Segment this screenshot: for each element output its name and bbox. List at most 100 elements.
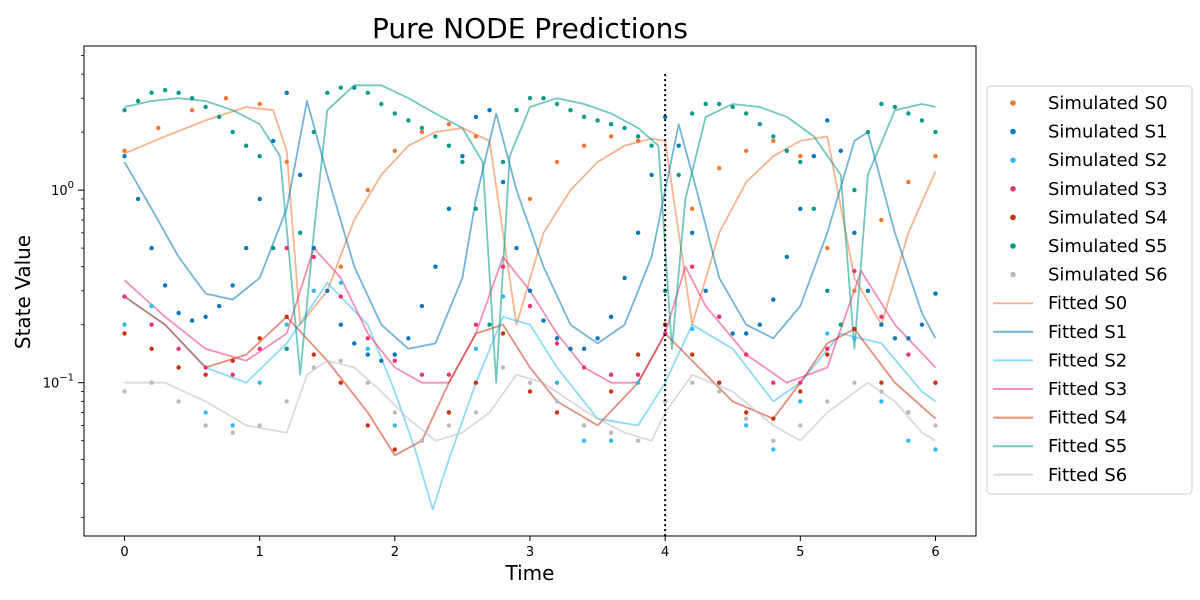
data-point-s1 bbox=[622, 275, 627, 281]
data-point-s5 bbox=[919, 118, 925, 123]
data-point-s5 bbox=[298, 230, 303, 235]
data-point-s1 bbox=[798, 206, 803, 211]
data-point-s5 bbox=[189, 96, 195, 101]
data-point-s3 bbox=[798, 380, 803, 385]
data-point-s1 bbox=[838, 148, 843, 153]
data-point-s4 bbox=[933, 380, 938, 385]
data-point-s2 bbox=[933, 447, 938, 452]
data-point-s4 bbox=[149, 346, 154, 351]
data-point-s1 bbox=[406, 336, 411, 341]
data-point-s1 bbox=[663, 114, 668, 120]
data-point-s1 bbox=[122, 154, 127, 159]
legend-label: Fitted S3 bbox=[1048, 379, 1127, 400]
data-point-s1 bbox=[581, 346, 587, 351]
data-point-s1 bbox=[419, 303, 425, 309]
data-point-s4 bbox=[176, 365, 181, 370]
data-point-s1 bbox=[311, 245, 316, 251]
data-point-s1 bbox=[135, 196, 141, 202]
data-point-s2 bbox=[906, 438, 911, 443]
data-point-s6 bbox=[798, 423, 803, 428]
data-point-s5 bbox=[460, 159, 465, 165]
data-point-s1 bbox=[392, 352, 397, 357]
data-point-s0 bbox=[635, 138, 641, 144]
data-point-s5 bbox=[568, 108, 573, 113]
data-point-s3 bbox=[473, 322, 479, 327]
data-point-s1 bbox=[608, 314, 614, 319]
data-point-s2 bbox=[554, 380, 560, 385]
data-point-s4 bbox=[635, 352, 641, 357]
data-point-s5 bbox=[730, 104, 735, 110]
legend-label: Simulated S6 bbox=[1048, 265, 1168, 286]
data-point-s5 bbox=[527, 96, 533, 101]
data-point-s0 bbox=[223, 96, 229, 101]
data-point-s6 bbox=[933, 423, 938, 428]
data-point-s3 bbox=[365, 336, 370, 341]
data-point-s1 bbox=[595, 336, 600, 341]
legend-marker bbox=[1010, 128, 1016, 135]
data-point-s5 bbox=[744, 111, 749, 116]
data-point-s6 bbox=[257, 423, 262, 428]
legend-label: Fitted S4 bbox=[1048, 408, 1127, 429]
data-point-s5 bbox=[757, 122, 762, 127]
data-point-s2 bbox=[230, 423, 235, 428]
data-point-s6 bbox=[311, 365, 316, 370]
data-point-s0 bbox=[338, 264, 343, 269]
data-point-s2 bbox=[149, 303, 154, 309]
data-point-s4 bbox=[500, 331, 506, 336]
data-point-s4 bbox=[338, 380, 343, 385]
data-point-s4 bbox=[852, 326, 857, 332]
data-point-s3 bbox=[879, 314, 884, 319]
data-point-s1 bbox=[149, 245, 154, 251]
data-point-s3 bbox=[230, 372, 235, 377]
data-point-s5 bbox=[135, 98, 141, 104]
data-point-s2 bbox=[635, 380, 641, 385]
data-point-s0 bbox=[690, 206, 695, 211]
data-point-s0 bbox=[717, 166, 722, 171]
data-point-s4 bbox=[554, 410, 560, 415]
data-point-s2 bbox=[284, 322, 289, 327]
data-point-s5 bbox=[500, 159, 506, 165]
legend: Simulated S0 Simulated S1 Simulated S2 Simu… bbox=[986, 85, 1193, 495]
data-point-s5 bbox=[203, 104, 208, 110]
data-point-s5 bbox=[473, 206, 479, 211]
data-point-s0 bbox=[156, 125, 161, 131]
data-point-s1 bbox=[906, 336, 911, 341]
fitted-line-s6 bbox=[124, 359, 936, 442]
data-point-s5 bbox=[446, 143, 452, 148]
fitted-line-s0 bbox=[124, 106, 937, 326]
legend-label: Simulated S2 bbox=[1048, 150, 1168, 171]
data-point-s2 bbox=[473, 346, 479, 351]
data-point-s3 bbox=[311, 254, 316, 260]
data-point-s4 bbox=[257, 336, 262, 341]
data-point-s5 bbox=[906, 111, 911, 116]
data-point-s4 bbox=[527, 389, 533, 394]
data-point-s3 bbox=[608, 372, 614, 377]
data-point-s0 bbox=[122, 148, 127, 153]
data-point-s5 bbox=[176, 90, 181, 96]
data-point-s0 bbox=[771, 138, 776, 144]
data-point-s5 bbox=[635, 134, 641, 139]
x-tick-label: 2 bbox=[391, 545, 399, 560]
data-point-s3 bbox=[149, 322, 154, 327]
data-point-s1 bbox=[203, 314, 208, 319]
data-point-s5 bbox=[649, 143, 654, 148]
data-point-s5 bbox=[162, 88, 168, 93]
data-point-s0 bbox=[798, 154, 803, 159]
data-point-s5 bbox=[879, 101, 884, 107]
data-point-s5 bbox=[122, 108, 127, 113]
data-point-s4 bbox=[365, 423, 370, 428]
data-point-s5 bbox=[514, 108, 519, 113]
legend-label: Fitted S6 bbox=[1048, 465, 1127, 486]
data-point-s4 bbox=[311, 352, 316, 357]
data-point-s6 bbox=[879, 389, 884, 394]
data-point-s1 bbox=[257, 196, 262, 202]
data-point-s1 bbox=[365, 352, 370, 357]
data-point-s3 bbox=[825, 346, 830, 351]
data-point-s1 bbox=[217, 303, 222, 309]
data-point-s6 bbox=[554, 399, 560, 404]
data-point-s1 bbox=[933, 291, 938, 296]
data-point-s0 bbox=[527, 196, 533, 202]
data-point-s5 bbox=[352, 85, 357, 90]
data-point-s1 bbox=[568, 346, 573, 351]
